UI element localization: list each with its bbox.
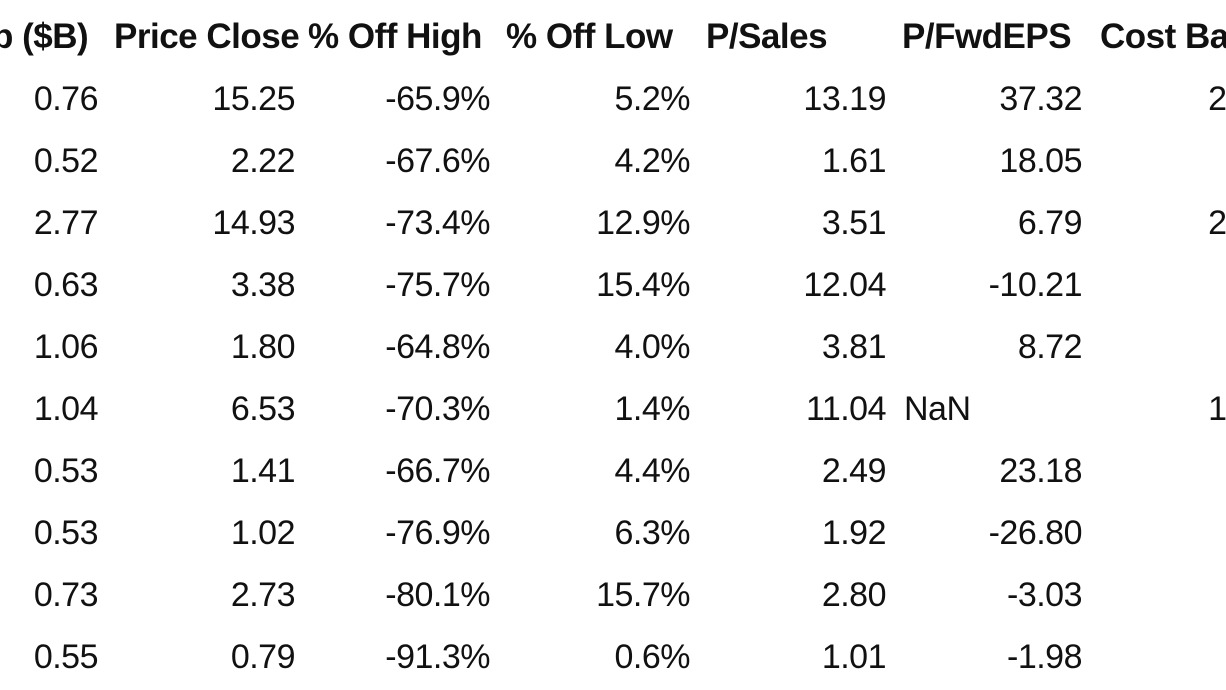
header-p-fwd-eps[interactable]: P/FwdEPS: [902, 17, 1072, 56]
cell-market-cap[interactable]: 0.52: [33, 142, 99, 180]
cell-cost-basis[interactable]: 24: [1208, 80, 1226, 118]
header-off-high[interactable]: % Off High: [308, 17, 482, 56]
cell-p-fwd-eps[interactable]: NaN: [904, 390, 971, 428]
table-row: 0.76 15.25 -65.9% 5.2% 13.19 37.32 24: [0, 68, 1226, 130]
cell-off-high[interactable]: -91.3%: [385, 638, 490, 676]
table-row: 0.55 0.79 -91.3% 0.6% 1.01 -1.982: [0, 626, 1226, 688]
cell-cost-basis[interactable]: 2: [1045, 440, 1226, 502]
table-row: 1.06 1.80 -64.8% 4.0% 3.81 8.723: [0, 316, 1226, 378]
cell-market-cap[interactable]: 0.53: [33, 514, 99, 552]
cell-p-fwd-eps[interactable]: 6.79: [1017, 204, 1083, 242]
cell-off-high[interactable]: -76.9%: [385, 514, 490, 552]
table-row: 0.53 1.02 -76.9% 6.3% 1.92 -26.802: [0, 502, 1226, 564]
cell-p-fwd-eps[interactable]: -26.80: [988, 514, 1083, 552]
cell-cost-basis[interactable]: 3: [1045, 130, 1226, 192]
header-price-close[interactable]: Price Close: [114, 17, 300, 56]
cell-price-close[interactable]: 3.38: [230, 266, 296, 304]
table-row: 0.73 2.73 -80.1% 15.7% 2.80 -3.036: [0, 564, 1226, 626]
cell-cost-basis[interactable]: 5: [1045, 254, 1226, 316]
cell-p-sales[interactable]: 2.80: [821, 576, 887, 614]
cell-p-fwd-eps[interactable]: 8.72: [1017, 328, 1083, 366]
cell-price-close[interactable]: 6.53: [230, 390, 296, 428]
cell-price-close[interactable]: 1.80: [230, 328, 296, 366]
cell-off-low[interactable]: 5.2%: [614, 80, 691, 118]
cell-p-fwd-eps[interactable]: 18.05: [999, 142, 1082, 180]
cell-off-low[interactable]: 1.4%: [614, 390, 691, 428]
cell-cost-basis[interactable]: 2: [1045, 626, 1226, 688]
cell-off-low[interactable]: 15.4%: [596, 266, 690, 304]
cell-p-fwd-eps[interactable]: 37.32: [999, 80, 1082, 118]
table-row: 0.63 3.38 -75.7% 15.4% 12.04 -10.215: [0, 254, 1226, 316]
table-row: 2.77 14.93 -73.4% 12.9% 3.51 6.79 25: [0, 192, 1226, 254]
cell-p-sales[interactable]: 2.49: [821, 452, 887, 490]
cell-p-fwd-eps[interactable]: -1.98: [1007, 638, 1083, 676]
cell-market-cap[interactable]: 0.55: [33, 638, 99, 676]
cell-price-close[interactable]: 2.73: [230, 576, 296, 614]
cell-p-sales[interactable]: 1.61: [821, 142, 887, 180]
cell-cost-basis[interactable]: 25: [1208, 204, 1226, 242]
cell-p-fwd-eps[interactable]: -3.03: [1007, 576, 1083, 614]
cell-off-low[interactable]: 12.9%: [596, 204, 690, 242]
table-row: 0.52 2.22 -67.6% 4.2% 1.61 18.053: [0, 130, 1226, 192]
cell-p-sales[interactable]: 11.04: [805, 390, 887, 428]
cell-off-low[interactable]: 6.3%: [614, 514, 691, 552]
cell-off-high[interactable]: -65.9%: [385, 80, 490, 118]
cell-off-high[interactable]: -73.4%: [385, 204, 490, 242]
cell-off-low[interactable]: 15.7%: [596, 576, 690, 614]
cell-market-cap[interactable]: 1.06: [33, 328, 99, 366]
cell-cost-basis[interactable]: 6: [1045, 564, 1226, 626]
cell-p-sales[interactable]: 1.01: [821, 638, 887, 676]
cell-off-low[interactable]: 4.0%: [614, 328, 691, 366]
cell-market-cap[interactable]: 0.76: [33, 80, 99, 118]
cell-off-high[interactable]: -66.7%: [385, 452, 490, 490]
cell-market-cap[interactable]: 0.73: [33, 576, 99, 614]
cell-market-cap[interactable]: 0.63: [33, 266, 99, 304]
cell-off-low[interactable]: 4.4%: [614, 452, 691, 490]
header-p-sales[interactable]: P/Sales: [706, 17, 828, 56]
cell-p-sales[interactable]: 3.51: [821, 204, 887, 242]
cell-price-close[interactable]: 0.79: [230, 638, 296, 676]
cell-p-sales[interactable]: 13.19: [803, 80, 886, 118]
cell-p-fwd-eps[interactable]: 23.18: [999, 452, 1082, 490]
table-row: 0.53 1.41 -66.7% 4.4% 2.49 23.182: [0, 440, 1226, 502]
cell-price-close[interactable]: 1.41: [230, 452, 296, 490]
cell-p-fwd-eps[interactable]: -10.21: [988, 266, 1083, 304]
header-cost-basis[interactable]: Cost Ba: [1100, 17, 1226, 56]
table-row: 1.04 6.53 -70.3% 1.4% 11.04 NaN 12: [0, 378, 1226, 440]
cell-off-high[interactable]: -80.1%: [385, 576, 490, 614]
cell-p-sales[interactable]: 1.92: [821, 514, 887, 552]
cell-off-high[interactable]: -75.7%: [385, 266, 490, 304]
cell-off-high[interactable]: -64.8%: [385, 328, 490, 366]
cell-price-close[interactable]: 15.25: [212, 80, 295, 118]
cell-off-high[interactable]: -67.6%: [385, 142, 490, 180]
header-off-low[interactable]: % Off Low: [506, 17, 673, 56]
cell-price-close[interactable]: 14.93: [212, 204, 295, 242]
cell-off-high[interactable]: -70.3%: [385, 390, 490, 428]
cell-price-close[interactable]: 1.02: [230, 514, 296, 552]
cell-p-sales[interactable]: 3.81: [821, 328, 887, 366]
cell-cost-basis[interactable]: 12: [1208, 390, 1226, 428]
cell-off-low[interactable]: 0.6%: [614, 638, 691, 676]
cell-cost-basis[interactable]: 2: [1045, 502, 1226, 564]
cell-market-cap[interactable]: 2.77: [33, 204, 99, 242]
header-row: p ($B) Price Close % Off High % Off Low …: [0, 6, 1226, 68]
cell-p-sales[interactable]: 12.04: [803, 266, 886, 304]
cell-price-close[interactable]: 2.22: [230, 142, 296, 180]
header-market-cap[interactable]: p ($B): [0, 17, 89, 56]
cell-cost-basis[interactable]: 3: [1045, 316, 1226, 378]
cell-market-cap[interactable]: 1.04: [33, 390, 99, 428]
cell-market-cap[interactable]: 0.53: [33, 452, 99, 490]
cell-off-low[interactable]: 4.2%: [614, 142, 691, 180]
